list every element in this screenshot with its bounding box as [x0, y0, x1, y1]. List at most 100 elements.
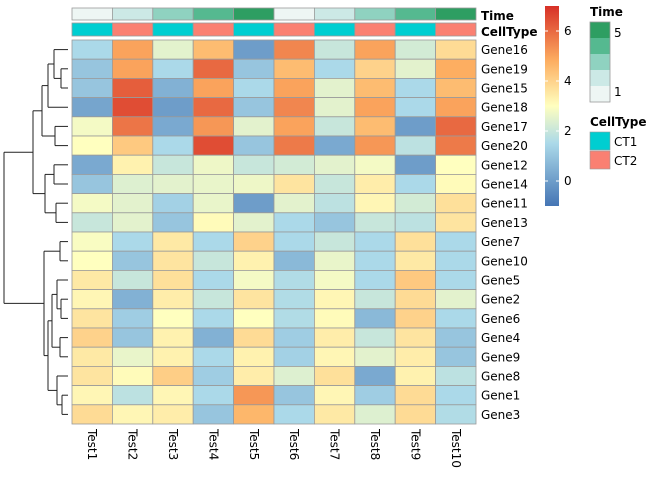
time-annotation-cell — [435, 7, 477, 21]
celltype-annotation-cell — [273, 22, 315, 37]
heatmap-cell — [435, 231, 477, 252]
heatmap-cell — [192, 365, 234, 386]
heatmap-cell — [152, 212, 194, 233]
heatmap-cell — [394, 154, 437, 175]
heatmap-cell — [394, 58, 437, 79]
heatmap-cell — [313, 327, 356, 348]
heatmap-cell — [112, 231, 154, 252]
time-annotation-cell — [233, 7, 275, 21]
heatmap-cell — [313, 365, 356, 386]
heatmap-cell — [273, 327, 315, 348]
row-label: Gene19 — [481, 62, 528, 76]
heatmap-cell — [354, 135, 396, 156]
heatmap-cell — [233, 250, 275, 271]
heatmap-cell — [71, 269, 113, 290]
heatmap-cell — [112, 154, 154, 175]
row-label: Gene15 — [481, 82, 528, 96]
column-label: Test4 — [206, 428, 220, 460]
heatmap-cell — [313, 173, 356, 194]
heatmap-cell — [435, 78, 477, 99]
heatmap-cell — [394, 327, 437, 348]
heatmap-cell — [233, 327, 275, 348]
color-bar-tick-label: 4 — [564, 74, 572, 88]
heatmap-cell — [354, 327, 396, 348]
heatmap-cell — [354, 231, 396, 252]
heatmap-cell — [152, 193, 194, 214]
heatmap-cell — [233, 193, 275, 214]
row-label: Gene17 — [481, 120, 528, 134]
time-legend-swatch — [590, 86, 610, 102]
heatmap-cell — [233, 404, 275, 425]
heatmap-cell — [354, 250, 396, 271]
heatmap-cell — [112, 135, 154, 156]
heatmap-cell — [192, 250, 234, 271]
heatmap-cell — [435, 365, 477, 386]
row-label: Gene3 — [481, 408, 520, 422]
heatmap-cell — [435, 39, 477, 60]
row-label: Gene20 — [481, 139, 528, 153]
heatmap-cell — [394, 269, 437, 290]
heatmap-cell — [233, 385, 275, 406]
heatmap-cell — [112, 39, 154, 60]
heatmap-cell — [233, 154, 275, 175]
heatmap-cell — [192, 404, 234, 425]
time-legend-swatch — [590, 70, 610, 86]
heatmap-cell — [273, 78, 315, 99]
heatmap-cell — [273, 39, 315, 60]
celltype-annotation-cell — [152, 22, 194, 37]
heatmap-cell — [354, 173, 396, 194]
heatmap-cell — [394, 346, 437, 367]
heatmap-cell — [112, 289, 154, 310]
heatmap-cell — [152, 39, 194, 60]
celltype-annotation-cell — [354, 22, 396, 37]
heatmap-cell — [273, 289, 315, 310]
heatmap-cell — [233, 135, 275, 156]
heatmap-cell — [112, 250, 154, 271]
heatmap-cell — [192, 346, 234, 367]
heatmap-cell — [273, 173, 315, 194]
time-annotation-cell — [71, 7, 113, 21]
heatmap-cell — [71, 116, 113, 137]
heatmap-cell — [435, 385, 477, 406]
heatmap-cell — [192, 173, 234, 194]
time-annotation-cell — [112, 7, 154, 21]
heatmap-cell — [152, 385, 194, 406]
heatmap-cell — [435, 173, 477, 194]
heatmap-cell — [354, 308, 396, 329]
heatmap-cell — [313, 116, 356, 137]
column-label: Test2 — [126, 428, 140, 460]
heatmap-cell — [233, 78, 275, 99]
heatmap-cell — [435, 308, 477, 329]
heatmap-cell — [435, 346, 477, 367]
heatmap-cell — [71, 193, 113, 214]
heatmap-cell — [435, 154, 477, 175]
time-legend-swatch — [590, 54, 610, 70]
heatmap-cell — [152, 173, 194, 194]
row-label: Gene16 — [481, 43, 528, 57]
heatmap-cell — [152, 327, 194, 348]
heatmap-cell — [233, 365, 275, 386]
heatmap-cell — [273, 231, 315, 252]
heatmap-cell — [273, 404, 315, 425]
time-legend-swatch — [590, 22, 610, 38]
heatmap-cell — [71, 78, 113, 99]
heatmap-cell — [71, 154, 113, 175]
heatmap-cell — [152, 116, 194, 137]
heatmap-cell — [313, 269, 356, 290]
time-annotation-cell — [313, 7, 356, 21]
column-label: Test9 — [408, 428, 422, 460]
heatmap-cell — [71, 289, 113, 310]
heatmap-cell — [192, 78, 234, 99]
heatmap-cell — [233, 346, 275, 367]
celltype-legend-swatch — [589, 131, 611, 151]
time-annotation-cell — [192, 7, 234, 21]
heatmap-cell — [354, 154, 396, 175]
heatmap-cell — [112, 193, 154, 214]
heatmap-cell — [273, 154, 315, 175]
heatmap-cell — [112, 78, 154, 99]
row-label: Gene6 — [481, 312, 520, 326]
heatmap-cell — [313, 308, 356, 329]
row-dendrogram — [3, 49, 68, 415]
heatmap-cell — [273, 308, 315, 329]
